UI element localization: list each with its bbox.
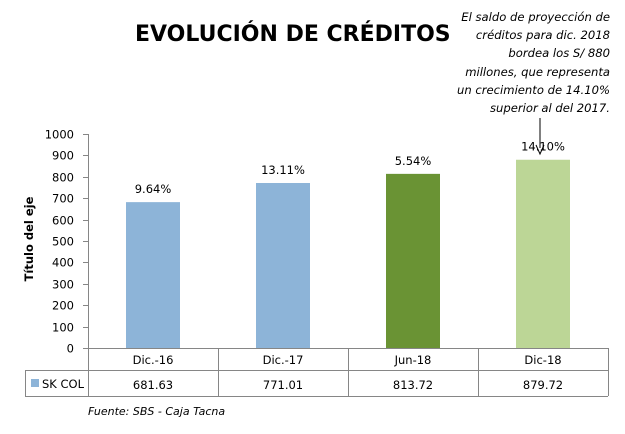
table-value: 771.01 (263, 378, 303, 392)
x-category-label: Dic.-16 (133, 353, 174, 367)
table-value: 681.63 (133, 378, 173, 392)
growth-label: 13.11% (261, 163, 305, 177)
chart-axes: 0 100 200 300 400 500 600 700 800 900 1000 (45, 128, 89, 356)
y-tick-label: 100 (52, 321, 74, 335)
annotation-line: millones, que representa (465, 64, 610, 79)
chart-title: EVOLUCIÓN DE CRÉDITOS (135, 22, 451, 47)
x-category-label: Dic-18 (524, 353, 561, 367)
data-table: Dic.-16 681.63 Dic.-17 771.01 Jun-18 813.72 Di… (25, 348, 609, 397)
bar (126, 202, 180, 348)
bar (256, 183, 310, 348)
annotation-line: superior al del 2017. (489, 101, 610, 116)
annotation-line: créditos para dic. 2018 (475, 28, 610, 43)
annotation-line: bordea los S/ 880 (508, 46, 610, 61)
arrow-head (535, 144, 545, 156)
y-tick-label: 700 (52, 192, 74, 206)
annotation-line: un crecimiento de 14.10% (457, 82, 610, 97)
bar (386, 173, 440, 348)
chart-annotation: El saldo de proyección de créditos para … (430, 8, 610, 117)
annotation-arrow (535, 118, 545, 156)
y-tick-label: 0 (67, 342, 74, 356)
y-tick-label: 200 (52, 299, 74, 313)
annotation-line: El saldo de proyección de (461, 10, 610, 24)
legend-label: SK COL (42, 377, 85, 391)
legend-swatch (31, 379, 39, 387)
y-tick-label: 400 (52, 256, 74, 270)
bar-series: 9.64%13.11%5.54%14.10% (126, 140, 570, 348)
growth-label: 9.64% (135, 182, 172, 196)
bar (516, 159, 570, 348)
growth-label: 5.54% (395, 154, 432, 168)
y-tick-label: 800 (52, 171, 74, 185)
y-tick-label: 900 (52, 149, 74, 163)
y-tick-label: 600 (52, 214, 74, 228)
y-tick-label: 500 (52, 235, 74, 249)
table-value: 813.72 (393, 378, 433, 392)
table-value: 879.72 (523, 378, 563, 392)
y-tick-label: 1000 (45, 128, 74, 142)
source-note: Fuente: SBS - Caja Tacna (88, 405, 226, 418)
x-category-label: Dic.-17 (263, 353, 304, 367)
x-category-label: Jun-18 (394, 353, 432, 367)
y-tick-label: 300 (52, 278, 74, 292)
